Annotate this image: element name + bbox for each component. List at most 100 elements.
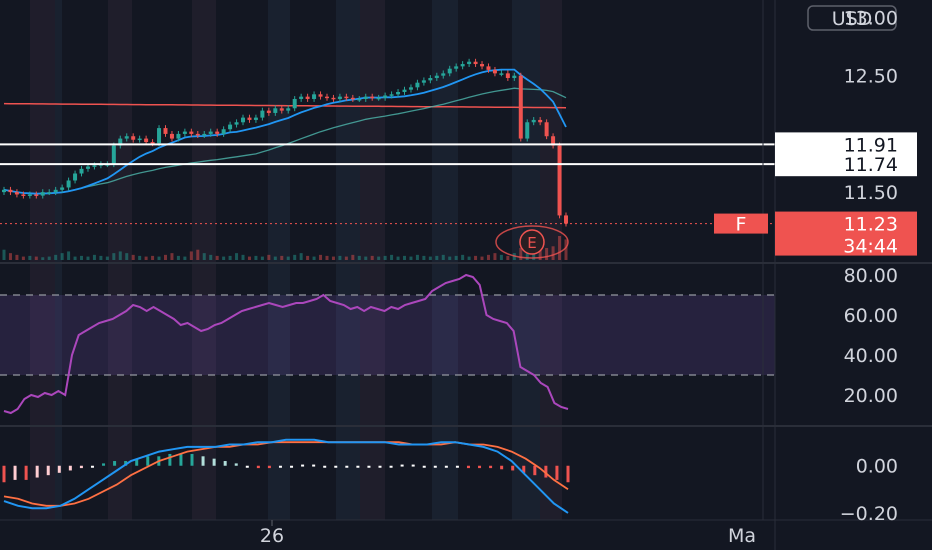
candle-body [273, 108, 278, 113]
candle-body [79, 168, 84, 174]
macd-histogram-bar [135, 458, 139, 466]
volume-bar [299, 253, 303, 260]
candle-body [2, 189, 6, 193]
overlay[interactable]: E [495, 225, 569, 259]
volume-bar [331, 256, 335, 260]
macd-histogram-bar [102, 463, 106, 466]
volume-bar [54, 254, 58, 260]
volume-bar [532, 251, 536, 260]
volume-bar [144, 256, 148, 260]
macd-histogram-bar [179, 453, 183, 466]
macd-histogram-bar [566, 465, 570, 483]
candle-body [383, 95, 388, 98]
candle-body [402, 89, 407, 92]
currency-selector[interactable] [807, 5, 897, 31]
macd-histogram-bar [13, 465, 17, 480]
volume-bar [163, 254, 167, 260]
volume-bar [519, 248, 523, 260]
volume-bar [86, 256, 90, 260]
candle-body [454, 66, 459, 69]
rsi-band [0, 295, 775, 375]
candle-body [370, 96, 375, 99]
volume-bar [34, 256, 38, 260]
macd-histogram-bar [511, 465, 515, 471]
volume-bar [28, 255, 32, 260]
macd-histogram-bar [555, 465, 559, 480]
macd-histogram-bar [500, 465, 504, 470]
volume-bar [344, 256, 348, 260]
session-band [512, 0, 540, 520]
candle-body [350, 97, 355, 100]
volume-bar [377, 256, 381, 260]
macd-histogram-bar [90, 465, 94, 468]
session-band [30, 0, 55, 520]
volume-bar [415, 254, 419, 260]
price-tick-label: 13.00 [844, 7, 898, 29]
volume-bar [454, 255, 458, 260]
macd-histogram-bar [256, 465, 260, 469]
candle-body [564, 215, 568, 224]
candle-body [512, 75, 517, 79]
candle-body [21, 194, 26, 196]
volume-bar [99, 255, 103, 260]
volume-bar [222, 256, 226, 260]
volume-bar [131, 254, 135, 260]
ma-long-line [3, 102, 567, 109]
session-bands [30, 0, 562, 520]
candle-body [228, 124, 233, 130]
ma-short-line [3, 68, 567, 195]
macd-pane[interactable] [2, 438, 570, 514]
macd-histogram-bar [212, 458, 216, 466]
price-pane[interactable] [0, 58, 775, 260]
candle-body [60, 187, 65, 190]
volume-bar [73, 256, 77, 260]
macd-histogram-bar [79, 465, 83, 469]
candle-body [73, 173, 78, 181]
macd-histogram-bar [312, 464, 316, 467]
volume-bar [92, 254, 96, 260]
symbol-box [714, 213, 768, 234]
volume-bar [189, 251, 193, 260]
volume-bar [306, 255, 310, 260]
macd-histogram-bar [411, 464, 415, 467]
candle-body [376, 97, 381, 100]
candle-body [357, 98, 362, 101]
candle-body [408, 87, 413, 90]
session-band [192, 0, 216, 520]
volume-bar [125, 253, 129, 260]
symbol-label: F [736, 214, 747, 236]
candle-body [208, 131, 213, 134]
candle-body [131, 136, 136, 140]
currency-label: USD [832, 8, 873, 30]
macd-histogram-bar [57, 465, 61, 473]
candle-body [434, 75, 439, 79]
rsi-pane[interactable] [0, 273, 775, 415]
session-band [360, 0, 385, 520]
candle-body [34, 194, 39, 196]
candle-body [241, 117, 246, 123]
volume-bar [441, 254, 445, 260]
volume-bar [396, 256, 400, 260]
candle-body [247, 117, 252, 120]
volume-bar [176, 255, 180, 260]
macd-histogram-bar [378, 465, 382, 468]
volume-bar [474, 255, 478, 260]
macd-histogram-bar [201, 456, 205, 466]
candle-body [305, 96, 310, 99]
candle-body [460, 64, 465, 67]
candle-body [492, 69, 497, 74]
candle-body [137, 138, 142, 141]
volume-bar [215, 255, 219, 260]
candle-body [234, 122, 239, 125]
volume-bar [247, 256, 251, 260]
earnings-marker-label: E [527, 234, 536, 252]
volume-bar [338, 255, 342, 260]
rsi-tick-label: 40.00 [844, 345, 898, 367]
candle-body [47, 192, 52, 194]
earnings-marker[interactable] [519, 229, 545, 255]
macd-histogram-bar [334, 465, 338, 468]
macd-histogram-bar [35, 465, 39, 478]
volume-bar [538, 249, 542, 260]
volume-bar [151, 255, 155, 260]
